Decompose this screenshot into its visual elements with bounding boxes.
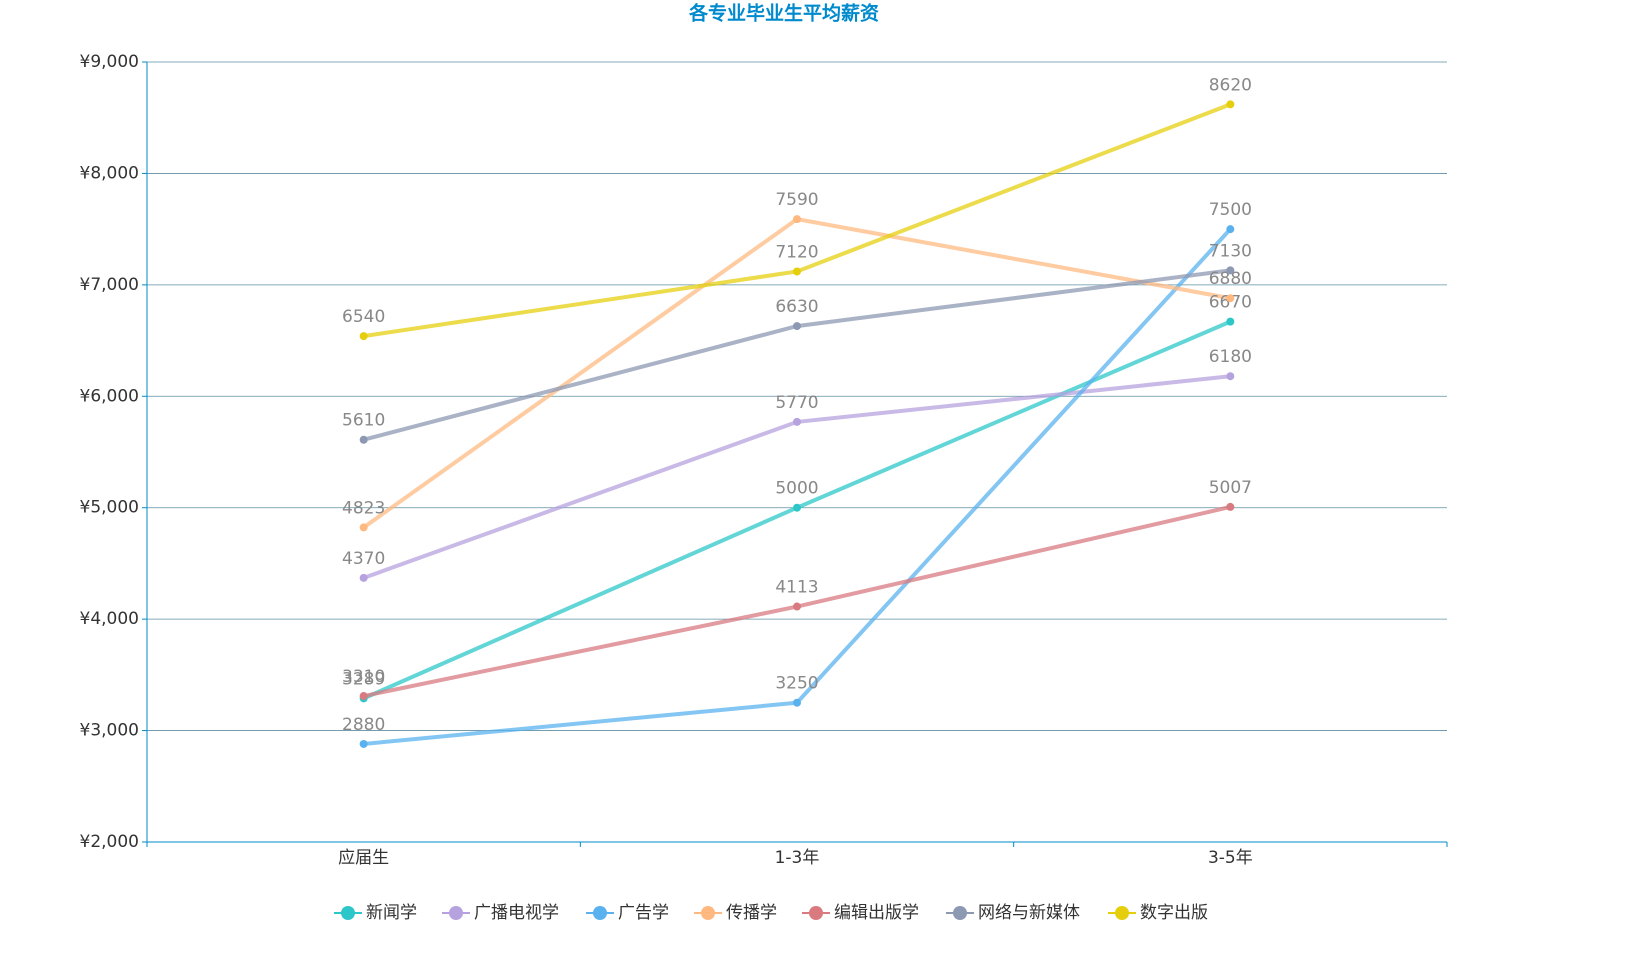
legend-marker <box>953 906 967 920</box>
y-tick-label: ¥3,000 <box>80 721 139 741</box>
y-tick-label: ¥9,000 <box>80 52 139 72</box>
data-point <box>1226 502 1235 511</box>
data-point <box>793 698 801 707</box>
data-label: 7120 <box>775 242 818 262</box>
data-point <box>1226 294 1235 303</box>
data-label: 5000 <box>775 479 818 499</box>
data-point <box>359 523 368 532</box>
series-line <box>363 268 1231 442</box>
data-label: 3289 <box>342 669 385 689</box>
chart-title: 各专业毕业生平均薪资 <box>688 2 879 25</box>
data-point <box>793 602 801 611</box>
data-point <box>793 215 801 224</box>
y-tick-label: ¥5,000 <box>80 498 139 518</box>
legend-marker <box>1115 906 1129 920</box>
y-tick-label: ¥2,000 <box>80 832 139 852</box>
data-point <box>359 739 368 748</box>
data-point <box>1226 266 1235 275</box>
x-tick-label: 应届生 <box>338 848 389 868</box>
data-label: 5770 <box>775 393 818 413</box>
data-point <box>1226 317 1235 326</box>
data-label: 6630 <box>775 297 818 317</box>
data-label: 6670 <box>1209 293 1252 313</box>
legend-marker <box>809 906 823 920</box>
data-label: 6880 <box>1209 269 1252 289</box>
series-line <box>363 504 1231 698</box>
data-point <box>359 332 368 341</box>
x-tick-label: 3-5年 <box>1208 848 1253 868</box>
legend-marker <box>593 906 607 920</box>
data-label: 6540 <box>342 307 385 327</box>
data-point <box>793 267 801 276</box>
legend-label: 编辑出版学 <box>834 903 919 923</box>
data-label: 7500 <box>1209 200 1252 220</box>
data-point <box>359 435 368 444</box>
data-label: 6180 <box>1209 347 1252 367</box>
y-tick-label: ¥4,000 <box>80 609 139 629</box>
legend-label: 新闻学 <box>366 903 417 923</box>
legend-label: 广播电视学 <box>474 903 559 923</box>
y-tick-label: ¥6,000 <box>80 386 139 406</box>
data-label: 4823 <box>342 498 385 518</box>
data-point <box>1226 100 1235 109</box>
data-point <box>793 417 801 426</box>
data-label: 4370 <box>342 549 385 569</box>
legend-label: 传播学 <box>726 903 777 923</box>
data-point <box>359 573 368 582</box>
data-label: 4113 <box>775 578 818 598</box>
data-label: 7130 <box>1209 241 1252 261</box>
legend-marker <box>341 906 355 920</box>
legend-label: 网络与新媒体 <box>978 903 1080 923</box>
data-label: 8620 <box>1209 75 1252 95</box>
data-label: 5610 <box>342 411 385 431</box>
data-point <box>793 503 801 512</box>
data-label: 3310 <box>342 667 385 687</box>
data-label: 5007 <box>1209 478 1252 498</box>
data-point <box>1226 225 1235 234</box>
legend-marker <box>701 906 715 920</box>
y-tick-label: ¥8,000 <box>80 163 139 183</box>
y-tick-label: ¥7,000 <box>80 275 139 295</box>
data-point <box>359 692 368 701</box>
data-label: 2880 <box>342 715 385 735</box>
data-point <box>1226 372 1235 381</box>
legend-label: 广告学 <box>618 903 669 923</box>
legend: 新闻学 广播电视学 广告学 传播学 编辑出版学 网络与新媒体 数字出版 <box>334 903 1208 923</box>
x-tick-label: 1-3年 <box>775 848 820 868</box>
legend-marker <box>449 906 463 920</box>
legend-label: 数字出版 <box>1140 903 1208 923</box>
data-point <box>793 322 801 331</box>
data-label: 7590 <box>775 190 818 210</box>
data-label: 3250 <box>775 674 818 694</box>
